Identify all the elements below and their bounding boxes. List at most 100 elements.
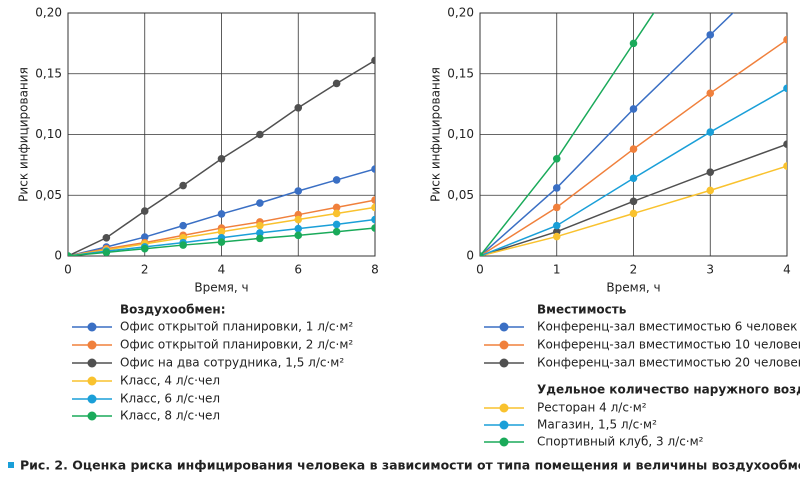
y-tick-label: 0,10 (35, 127, 62, 141)
data-point (480, 252, 484, 256)
data-point (552, 203, 561, 212)
legend-title: Вместимость (537, 303, 627, 317)
x-tick-label: 0 (476, 263, 484, 277)
data-point (256, 199, 264, 207)
y-tick-label: 0,15 (447, 66, 474, 80)
data-point (629, 209, 638, 218)
y-tick-label: 0,15 (35, 66, 62, 80)
x-tick-label: 3 (706, 263, 714, 277)
legend-label: Класс, 8 л/с·чел (120, 409, 220, 423)
data-point (783, 84, 787, 93)
data-point (140, 244, 149, 253)
x-tick-label: 2 (141, 263, 149, 277)
legend-marker (499, 322, 509, 332)
legend-marker (87, 322, 97, 332)
data-point (179, 241, 187, 249)
y-tick-label: 0 (54, 249, 62, 263)
data-point (783, 140, 787, 149)
data-point (629, 105, 638, 113)
x-axis-label: Время, ч (194, 281, 248, 295)
data-point (217, 210, 226, 218)
legend-marker (499, 437, 509, 447)
data-point (68, 252, 72, 256)
legend-label: Класс, 6 л/с·чел (120, 392, 220, 406)
legend-marker (499, 358, 509, 368)
data-point (332, 176, 341, 184)
data-point (783, 162, 787, 170)
plot-series (480, 13, 787, 256)
data-point (294, 103, 303, 112)
data-point (783, 35, 787, 44)
data-point (371, 215, 375, 224)
plot-frame (67, 12, 376, 257)
y-tick-label: 0,05 (447, 188, 474, 202)
legend-label: Класс, 4 л/с·чел (120, 374, 220, 388)
x-tick-label: 8 (371, 263, 379, 277)
y-tick-label: 0,10 (447, 127, 474, 141)
caption: Рис. 2. Оценка риска инфицирования челов… (20, 458, 800, 473)
data-point (629, 174, 638, 183)
data-point (256, 130, 264, 139)
y-axis-label: Риск инфицирования (429, 67, 443, 202)
legend-marker (87, 340, 97, 350)
data-point (294, 187, 303, 195)
data-point (332, 220, 341, 229)
data-point (371, 224, 375, 232)
legend-label: Офис открытой планировки, 1 л/с·м² (120, 320, 353, 334)
data-point (629, 197, 638, 206)
data-point (179, 221, 187, 230)
data-point (294, 231, 303, 240)
data-point (706, 128, 715, 136)
data-point (706, 168, 715, 176)
plot-series (68, 56, 375, 256)
data-point (552, 232, 561, 241)
data-point (552, 184, 561, 192)
plot-frame (479, 12, 788, 257)
legend-label: Офис на два сотрудника, 1,5 л/с·м² (120, 356, 344, 370)
legend-marker (87, 411, 97, 421)
data-point (217, 227, 226, 236)
data-point (706, 31, 715, 39)
data-point (294, 224, 303, 233)
data-point (256, 229, 264, 237)
data-point (332, 203, 341, 212)
x-tick-label: 6 (294, 263, 302, 277)
data-point (629, 39, 638, 48)
data-point (140, 207, 149, 215)
legend-label: Конференц-зал вместимостью 6 человек (537, 320, 797, 334)
legend-title: Удельное количество наружного воздуха (537, 383, 800, 397)
data-point (371, 196, 375, 204)
x-axis-label: Время, ч (606, 281, 660, 295)
data-point (332, 209, 341, 218)
data-point (256, 234, 264, 243)
y-axis-label: Риск инфицирования (17, 67, 31, 202)
data-point (332, 79, 341, 88)
legend-title: Воздухообмен: (120, 303, 226, 317)
legend-label: Конференц-зал вместимостью 10 человек (537, 338, 800, 352)
data-point (552, 155, 561, 163)
legend-marker (87, 358, 97, 368)
y-tick-label: 0,20 (447, 6, 474, 20)
legend-label: Спортивный клуб, 3 л/с·м² (537, 435, 704, 449)
data-point (371, 56, 375, 65)
legend-marker (87, 394, 97, 404)
x-tick-label: 4 (218, 263, 226, 277)
data-point (706, 89, 715, 97)
data-point (256, 221, 264, 230)
legend-label: Ресторан 4 л/с·м² (537, 401, 647, 415)
data-point (629, 145, 638, 153)
legend-marker (87, 376, 97, 386)
y-tick-label: 0,20 (35, 6, 62, 20)
data-point (294, 215, 303, 224)
data-point (332, 227, 341, 236)
x-tick-label: 4 (783, 263, 791, 277)
data-point (217, 238, 226, 246)
y-tick-label: 0,05 (35, 188, 62, 202)
data-point (102, 233, 111, 242)
legend-label: Офис открытой планировки, 2 л/с·м² (120, 338, 353, 352)
data-point (552, 221, 561, 230)
legend-marker (499, 340, 509, 350)
legend-label: Конференц-зал вместимостью 20 человек (537, 356, 800, 370)
legend-marker (499, 403, 509, 413)
